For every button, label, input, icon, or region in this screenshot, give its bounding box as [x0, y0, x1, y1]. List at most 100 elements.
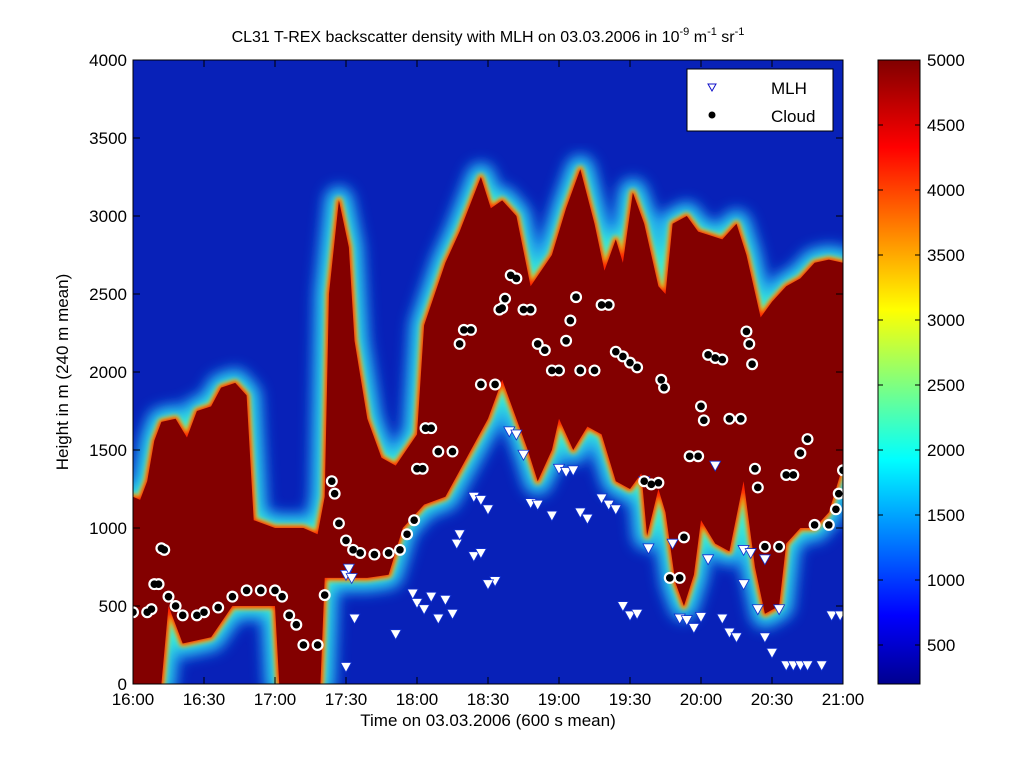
- cloud-point: [501, 294, 509, 303]
- legend: MLH Cloud: [686, 68, 834, 132]
- cb-tick-label: 500: [927, 636, 955, 655]
- cb-tick-label: 2500: [927, 376, 965, 395]
- cloud-point: [825, 521, 833, 529]
- cloud-point: [647, 480, 656, 489]
- cb-tick-label: 3000: [927, 311, 965, 330]
- cloud-point: [164, 592, 173, 601]
- mlh-point: [680, 615, 693, 627]
- mlh-point: [410, 598, 424, 610]
- y-axis: 0 500 1000 1500 2000 2500 3000 3500 4000: [89, 51, 843, 694]
- cloud-point: [467, 326, 475, 334]
- legend-box: [686, 68, 834, 132]
- cloud-point: [384, 549, 393, 557]
- cloud-point: [178, 611, 187, 620]
- mlh-point: [348, 613, 361, 625]
- cloud-point: [711, 354, 719, 362]
- mlh-point: [581, 513, 594, 525]
- mlh-point: [623, 610, 637, 622]
- mlh-point: [595, 493, 608, 505]
- cloud-point: [626, 358, 634, 367]
- cloud-point: [328, 477, 336, 486]
- cloud-point: [434, 447, 443, 456]
- cloud-point: [775, 542, 783, 551]
- cloud-point: [214, 603, 222, 612]
- mlh-point: [425, 591, 438, 603]
- cloud-point: [657, 376, 666, 384]
- colorbar-gradient: [878, 60, 920, 684]
- y-axis-label: Height in m (240 m mean): [53, 274, 72, 471]
- cloud-point: [675, 574, 684, 582]
- mlh-point: [474, 548, 488, 560]
- cloud-point: [285, 611, 294, 620]
- y-tick-label: 2000: [89, 363, 127, 382]
- cloud-point: [796, 449, 805, 457]
- mlh-point: [666, 538, 679, 550]
- cloud-point: [555, 366, 563, 375]
- x-tick-label: 21:00: [822, 690, 865, 709]
- cb-tick-label: 1500: [927, 506, 965, 525]
- mlh-point: [450, 538, 463, 550]
- cloud-point: [370, 550, 379, 559]
- cloud-point: [697, 402, 705, 411]
- mlh-point: [730, 632, 743, 644]
- cloud-point: [147, 605, 156, 613]
- mlh-point: [545, 510, 559, 522]
- mlh-point: [609, 504, 622, 516]
- cloud-point: [171, 602, 180, 610]
- cloud-point: [789, 471, 798, 479]
- mlh-point: [453, 529, 466, 541]
- mlh-point: [765, 648, 779, 660]
- cb-tick-label: 2000: [927, 441, 965, 460]
- mlh-point: [815, 660, 828, 672]
- mlh-point: [701, 554, 715, 566]
- cloud-point: [694, 452, 702, 461]
- x-tick-label: 16:00: [112, 690, 155, 709]
- mlh-point: [339, 662, 353, 674]
- cloud-point: [700, 416, 708, 425]
- mlh-point: [406, 588, 419, 600]
- cloud-point: [619, 352, 627, 361]
- cloud-point: [680, 533, 688, 542]
- mlh-point: [616, 601, 630, 613]
- mlh-point: [432, 613, 445, 625]
- cloud-point: [154, 580, 163, 588]
- cloud-point: [562, 337, 570, 345]
- cloud-point: [498, 304, 507, 312]
- cloud-point: [533, 340, 542, 348]
- mlh-point: [481, 579, 495, 591]
- y-tick-label: 500: [99, 597, 127, 616]
- cloud-point: [782, 471, 790, 479]
- mlh-point: [567, 465, 580, 477]
- cloud-point: [834, 489, 843, 498]
- cloud-point: [665, 574, 674, 582]
- cloud-point: [313, 641, 322, 649]
- cb-tick-label: 3500: [927, 246, 965, 265]
- cb-tick-label: 5000: [927, 51, 965, 70]
- legend-entry-mlh: MLH: [771, 79, 807, 98]
- cloud-point: [751, 464, 759, 473]
- mlh-point: [716, 613, 729, 625]
- markers: [133, 269, 843, 674]
- cloud-point: [330, 489, 339, 498]
- cloud-point: [566, 316, 575, 325]
- mlh-point: [751, 604, 764, 616]
- mlh-point: [559, 467, 573, 479]
- legend-cloud-dot-icon: [708, 111, 716, 119]
- colorbar-ticks: 500 1000 1500 2000 2500 3000 3500 4000 4500 5000: [878, 51, 965, 655]
- cloud-point: [742, 327, 751, 336]
- cloud-point: [548, 366, 556, 375]
- cloud-point: [477, 380, 485, 389]
- cloud-point: [491, 380, 499, 389]
- x-tick-label: 19:00: [538, 690, 581, 709]
- cloud-point: [839, 466, 843, 475]
- cloud-point: [455, 340, 464, 348]
- chart-title: CL31 T-REX backscatter density with MLH …: [232, 26, 745, 46]
- mlh-point: [417, 604, 431, 616]
- legend-entry-cloud: Cloud: [771, 107, 815, 126]
- mlh-point: [687, 623, 701, 635]
- colorbar: 500 1000 1500 2000 2500 3000 3500 4000 4500 5000: [877, 51, 965, 685]
- cloud-point: [242, 586, 251, 595]
- aerosol-layer: [133, 169, 843, 684]
- mlh-point: [342, 563, 356, 575]
